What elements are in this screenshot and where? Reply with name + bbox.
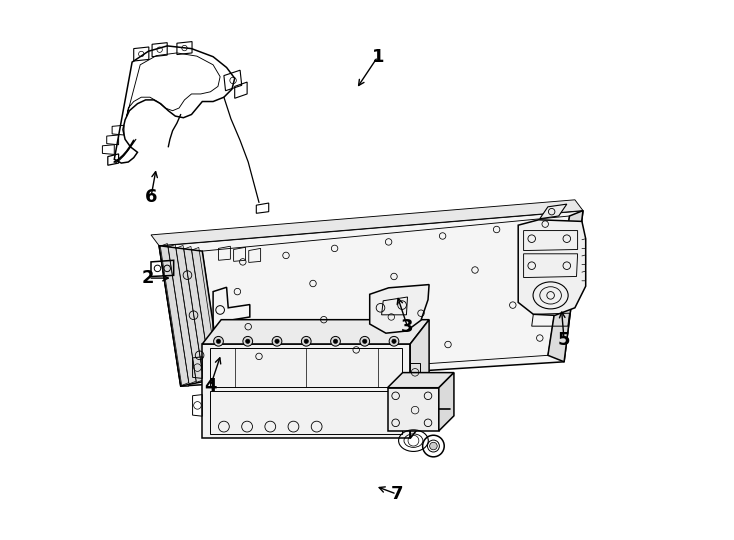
Circle shape bbox=[217, 339, 221, 343]
Circle shape bbox=[360, 336, 370, 346]
Polygon shape bbox=[410, 320, 429, 438]
Text: 6: 6 bbox=[145, 188, 157, 206]
Circle shape bbox=[389, 336, 399, 346]
Circle shape bbox=[302, 336, 311, 346]
Circle shape bbox=[330, 336, 341, 346]
Text: 1: 1 bbox=[371, 48, 384, 66]
Polygon shape bbox=[518, 220, 586, 315]
Polygon shape bbox=[159, 246, 189, 386]
Polygon shape bbox=[370, 285, 429, 333]
Circle shape bbox=[429, 442, 437, 450]
Circle shape bbox=[275, 339, 279, 343]
Polygon shape bbox=[203, 320, 429, 344]
Text: 4: 4 bbox=[204, 377, 217, 395]
Circle shape bbox=[333, 339, 338, 343]
Polygon shape bbox=[439, 373, 454, 431]
Polygon shape bbox=[159, 211, 583, 386]
Polygon shape bbox=[539, 204, 567, 219]
Polygon shape bbox=[151, 200, 583, 246]
Polygon shape bbox=[159, 246, 221, 386]
Circle shape bbox=[214, 336, 223, 346]
Polygon shape bbox=[388, 373, 454, 388]
Text: 3: 3 bbox=[401, 318, 414, 336]
Circle shape bbox=[243, 336, 252, 346]
Text: 7: 7 bbox=[390, 485, 403, 503]
Circle shape bbox=[246, 339, 250, 343]
Text: 5: 5 bbox=[558, 331, 570, 349]
Polygon shape bbox=[548, 211, 583, 362]
Circle shape bbox=[304, 339, 308, 343]
Text: 2: 2 bbox=[142, 269, 155, 287]
Polygon shape bbox=[388, 388, 439, 431]
Circle shape bbox=[363, 339, 367, 343]
Polygon shape bbox=[203, 344, 410, 438]
Circle shape bbox=[392, 339, 396, 343]
Circle shape bbox=[272, 336, 282, 346]
